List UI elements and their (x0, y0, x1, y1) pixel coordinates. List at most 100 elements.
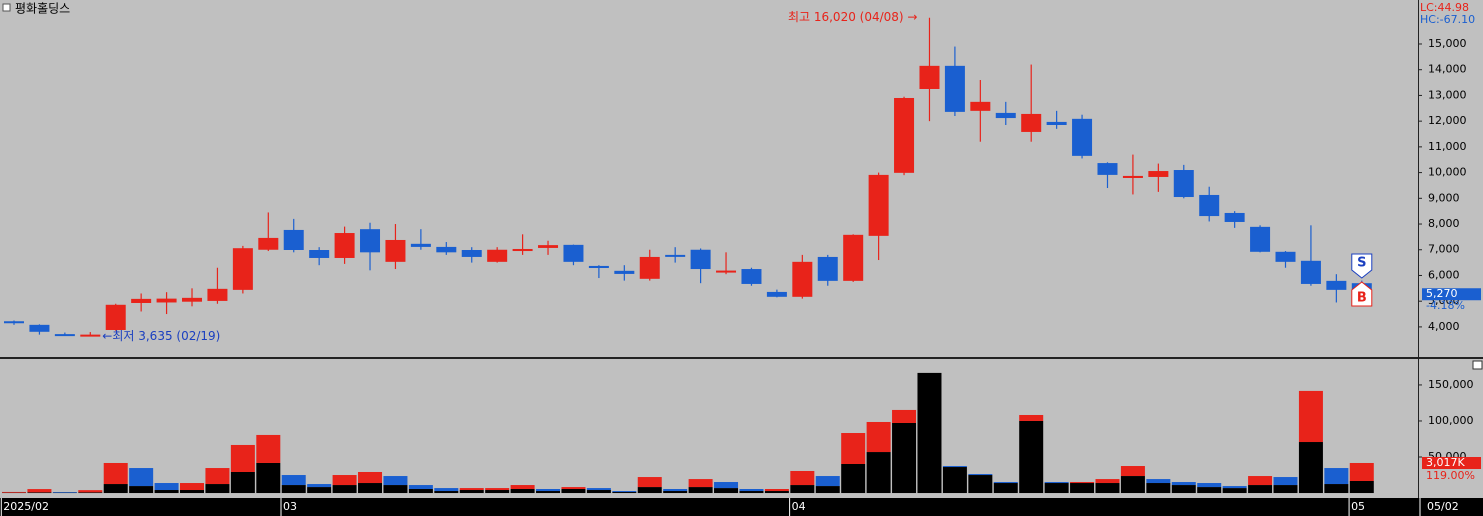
volume-bar (866, 452, 891, 494)
y-tick-label: 12,000 (1428, 114, 1467, 127)
volume-bar (536, 489, 561, 492)
candle-body (1300, 260, 1321, 284)
volume-bar (1070, 482, 1095, 484)
volume-bar (129, 486, 154, 494)
volume-bar (1171, 485, 1196, 494)
volume-bar (1248, 476, 1273, 486)
volume-bar (739, 489, 764, 492)
candle-body (843, 234, 864, 281)
y-tick-label: 13,000 (1428, 88, 1467, 101)
volume-bar (180, 483, 205, 491)
volume-bar (561, 487, 586, 490)
candle-body (944, 65, 965, 112)
volume-bar (1120, 466, 1145, 477)
volume-bar (1197, 483, 1222, 488)
lc-label: LC:44.98 (1420, 1, 1469, 14)
volume-bar (790, 485, 815, 494)
volume-bar (739, 491, 764, 494)
volume-bar (27, 489, 52, 493)
x-axis-bar (0, 498, 1483, 516)
volume-bar (917, 372, 942, 494)
volume-ratio: 119.00% (1426, 469, 1475, 482)
volume-bar (1019, 420, 1044, 494)
candle-body (766, 291, 787, 297)
candle-body (563, 244, 584, 262)
volume-bar (1146, 479, 1171, 484)
volume-bar (1197, 487, 1222, 494)
buy-marker-shape (1351, 281, 1373, 307)
volume-bar (892, 409, 917, 423)
candle-body (4, 321, 24, 324)
volume-bar (586, 488, 611, 491)
volume-bar (612, 492, 637, 494)
volume-bar (154, 490, 179, 494)
candle-body (639, 256, 660, 279)
volume-bar (332, 485, 357, 494)
volume-bar (841, 463, 866, 494)
candle-body (868, 174, 889, 236)
volume-bar (1070, 483, 1095, 494)
candle-body (334, 233, 355, 258)
x-tick-label: 04 (792, 500, 806, 513)
volume-bar (358, 483, 383, 494)
volume-bar (637, 487, 662, 494)
volume-bar (434, 491, 459, 494)
volume-bar (230, 471, 255, 494)
candle-body (1021, 113, 1042, 132)
volume-bar (663, 489, 688, 492)
candle-body (487, 249, 508, 262)
volume-bar (459, 490, 484, 494)
volume-label: 3,017K (1426, 456, 1465, 469)
volume-bar (1120, 476, 1145, 494)
candle-body (232, 248, 253, 290)
candle-body (538, 245, 559, 248)
volume-bar (892, 422, 917, 494)
candle-body (54, 334, 75, 337)
candle-body (461, 250, 482, 257)
close-button[interactable] (1472, 360, 1483, 370)
candle-body (410, 243, 431, 247)
volume-bar (942, 466, 967, 468)
y-tick-label: 6,000 (1428, 268, 1460, 281)
volume-bar (1298, 390, 1323, 443)
candle-body (665, 254, 686, 257)
volume-bar (993, 482, 1018, 484)
sell-marker: S (1357, 256, 1366, 271)
y-tick-label: 9,000 (1428, 191, 1460, 204)
candle-body (131, 298, 152, 303)
high-annotation: 최고 16,020 (04/08) → (788, 10, 918, 24)
volume-bar (332, 475, 357, 486)
volume-bar (2, 491, 26, 493)
volume-bar (968, 475, 993, 494)
title-box (2, 3, 11, 12)
volume-bar (586, 490, 611, 494)
volume-bar (459, 488, 484, 491)
volume-bar (485, 490, 510, 494)
volume-bar (561, 489, 586, 494)
volume-bar (434, 488, 459, 492)
y-tick-label: 14,000 (1428, 63, 1467, 76)
volume-bar (764, 489, 789, 492)
volume-bar (1349, 462, 1374, 482)
candle-body (283, 229, 304, 251)
volume-bar (1095, 479, 1120, 484)
candle-body (1046, 121, 1067, 126)
volume-bar (1171, 482, 1196, 486)
candle-body (156, 298, 177, 303)
low-annotation: ←최저 3,635 (02/19) (102, 329, 220, 343)
candle-body (1224, 212, 1245, 222)
x-tick-label: 03 (283, 500, 297, 513)
volume-bar (256, 462, 281, 494)
volume-bar (637, 477, 662, 488)
y-tick-label: 100,000 (1428, 414, 1474, 427)
volume-bar (993, 483, 1018, 494)
volume-bar (103, 484, 128, 494)
volume-bar (1146, 483, 1171, 494)
y-tick-label: 15,000 (1428, 37, 1467, 50)
volume-bar (688, 487, 713, 494)
sell-marker-shape (1351, 253, 1373, 279)
volume-bar (52, 492, 77, 493)
volume-bar (307, 484, 332, 488)
candle-body (258, 237, 279, 250)
